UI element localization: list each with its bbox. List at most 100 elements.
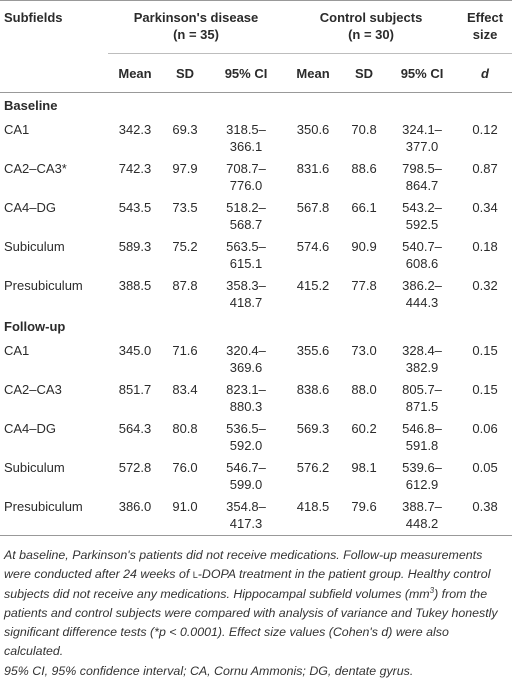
cell: 567.8 (296, 200, 330, 215)
cell: 320.4–369.6 (208, 340, 284, 379)
ci-value: 540.7–608.6 (402, 239, 442, 271)
cell: 88.6 (351, 161, 377, 176)
data-row: Presubiculum 388.5 87.8 358.3–418.7 415.2 77.… (0, 275, 512, 314)
cell: 386.0 (118, 499, 152, 514)
table-body: Baseline CA1 342.3 69.3 318.5–366.1 350.6 70.8… (0, 93, 512, 536)
data-row: CA2–CA3 851.7 83.4 823.1–880.3 838.6 88.0 805.… (0, 379, 512, 418)
ci-value: 805.7–871.5 (402, 382, 442, 414)
cell: 79.6 (351, 499, 377, 514)
subheader-cell: SD (175, 66, 195, 81)
header-row: Subfields Parkinson's disease (n = 35) Co… (0, 0, 512, 54)
group-n: (n = 35) (173, 27, 219, 42)
row-label: CA1 (4, 122, 30, 137)
cell: 851.7 (118, 382, 152, 397)
cell: 0.32 (472, 278, 498, 293)
cell: 60.2 (351, 421, 377, 436)
cell: 574.6 (296, 239, 330, 254)
cell: 354.8–417.3 (208, 496, 284, 536)
subheader-cell: SD (355, 66, 374, 81)
cell: 88.0 (351, 382, 377, 397)
section-row: Follow-up (0, 314, 512, 340)
cell: 0.06 (472, 421, 498, 436)
data-row: Subiculum 572.8 76.0 546.7–599.0 576.2 98.1 53… (0, 457, 512, 496)
cell: 742.3 (118, 161, 152, 176)
cell: 418.5 (296, 499, 330, 514)
cell: 572.8 (118, 460, 152, 475)
ci-value: 388.7–448.2 (402, 499, 442, 531)
ci-value: 823.1–880.3 (226, 382, 266, 414)
group-name: Parkinson's disease (133, 10, 259, 25)
data-table: Subfields Parkinson's disease (n = 35) Co… (0, 0, 512, 536)
cell: 589.3 (118, 239, 152, 254)
footnote-text: At baseline, Parkinson's patients did no… (4, 546, 510, 662)
cell: 543.2–592.5 (386, 197, 458, 236)
group-name: Control subjects (319, 10, 423, 25)
footnote-part: At baseline, Parkinson's patients did no… (4, 548, 483, 582)
cell: 345.0 (118, 343, 152, 358)
footnote-part: L (192, 567, 198, 582)
row-label: Presubiculum (4, 499, 83, 514)
footnote-part: -DOPA treatment in the patient group. He… (4, 567, 491, 601)
cell: 98.1 (351, 460, 377, 475)
ci-value: 539.6–612.9 (402, 460, 442, 492)
ci-value: 518.2–568.7 (226, 200, 266, 232)
cell: 564.3 (118, 421, 152, 436)
group-n: (n = 30) (348, 27, 394, 42)
cell: 539.6–612.9 (386, 457, 458, 496)
cell: 0.18 (472, 239, 498, 254)
cell: 536.5–592.0 (208, 418, 284, 457)
cell: 798.5–864.7 (386, 158, 458, 197)
cell: 838.6 (296, 382, 330, 397)
cell: 71.6 (172, 343, 198, 358)
header-cell: Effect size (458, 0, 512, 54)
cell: 0.15 (472, 343, 498, 358)
cell: 805.7–871.5 (386, 379, 458, 418)
data-row: CA1 342.3 69.3 318.5–366.1 350.6 70.8 324.1–37… (0, 119, 512, 158)
cell: 90.9 (351, 239, 377, 254)
ci-value: 318.5–366.1 (226, 122, 266, 154)
cell: 83.4 (172, 382, 198, 397)
cell: 97.9 (172, 161, 198, 176)
cell: 80.8 (172, 421, 198, 436)
cell: 546.7–599.0 (208, 457, 284, 496)
data-row: CA1 345.0 71.6 320.4–369.6 355.6 73.0 328.4–38… (0, 340, 512, 379)
cell: 0.12 (472, 122, 498, 137)
cell: 70.8 (351, 122, 377, 137)
cell: 66.1 (351, 200, 377, 215)
subheader-row: Mean SD 95% CI Mean SD 95% CI d (0, 54, 512, 93)
group-header: Parkinson's disease (n = 35) (108, 0, 285, 54)
cell: 415.2 (296, 278, 330, 293)
subheader-cell: 95% CI (400, 66, 444, 81)
cell: 0.34 (472, 200, 498, 215)
ci-value: 324.1–377.0 (402, 122, 442, 154)
cell: 708.7–776.0 (208, 158, 284, 197)
cell: 75.2 (172, 239, 198, 254)
cell: 350.6 (296, 122, 330, 137)
footnote: At baseline, Parkinson's patients did no… (4, 546, 510, 681)
ci-value: 536.5–592.0 (226, 421, 266, 453)
cell: 0.38 (472, 499, 498, 514)
cell: 355.6 (296, 343, 330, 358)
cell: 0.87 (472, 161, 498, 176)
data-row: CA2–CA3* 742.3 97.9 708.7–776.0 831.6 88.6 798… (0, 158, 512, 197)
cell: 823.1–880.3 (208, 379, 284, 418)
cell: 77.8 (351, 278, 377, 293)
data-row: CA4–DG 543.5 73.5 518.2–568.7 567.8 66.1 543.2… (0, 197, 512, 236)
ci-value: 358.3–418.7 (226, 278, 266, 310)
cell: 318.5–366.1 (208, 119, 284, 158)
subheader-cell: Mean (118, 66, 152, 81)
subheader-cell: Mean (296, 66, 330, 81)
footnote-abbreviations: 95% CI, 95% confidence interval; CA, Cor… (4, 663, 414, 678)
ci-value: 320.4–369.6 (226, 343, 266, 375)
cell: 518.2–568.7 (208, 197, 284, 236)
subheader-cell: d (481, 66, 489, 81)
row-label: Subiculum (4, 239, 65, 254)
cell: 831.6 (296, 161, 330, 176)
cell: 91.0 (172, 499, 198, 514)
cell: 563.5–615.1 (208, 236, 284, 275)
cell: 324.1–377.0 (386, 119, 458, 158)
row-label: CA2–CA3 (4, 382, 62, 397)
row-label: Presubiculum (4, 278, 83, 293)
ci-value: 546.7–599.0 (226, 460, 266, 492)
